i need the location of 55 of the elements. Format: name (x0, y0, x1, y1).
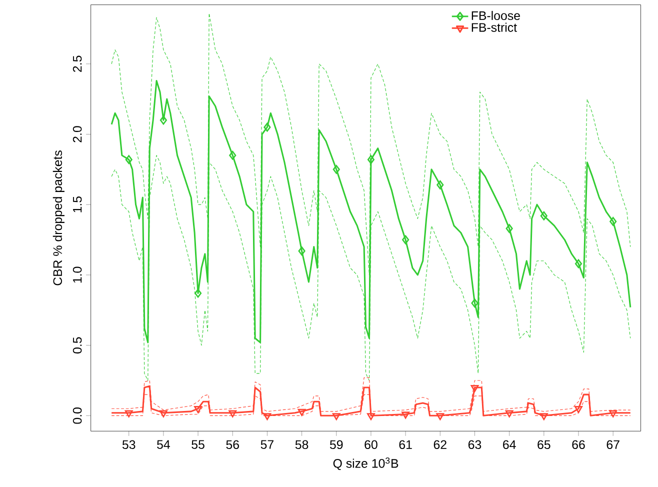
point (366, 413, 375, 420)
y-tick-label: 2.5 (72, 56, 82, 72)
point (540, 212, 548, 220)
x-tick-label: 54 (157, 440, 170, 450)
point (159, 410, 168, 418)
point (574, 406, 582, 414)
legend-label: FB-strict (472, 22, 517, 32)
x-tick-label: 65 (538, 440, 550, 450)
point (332, 413, 340, 420)
y-tick-label: 2.0 (72, 126, 82, 142)
x-tick-label: 53 (122, 440, 136, 450)
x-tick-label: 59 (330, 440, 343, 450)
point (160, 116, 167, 125)
point (471, 298, 478, 308)
x-tick-label: 55 (192, 440, 204, 450)
y-tick-label: 1.0 (72, 266, 82, 283)
point (436, 180, 444, 190)
point (229, 150, 236, 160)
y-tick-label: 0.5 (72, 337, 82, 354)
x-tick-label: 67 (606, 440, 620, 450)
x-tick-label: 61 (399, 440, 412, 450)
point (436, 413, 444, 420)
point (263, 413, 272, 420)
x-tick-label: 64 (503, 440, 516, 450)
x-tick-label: 60 (364, 440, 378, 450)
point (402, 235, 410, 244)
y-axis-title: CBR % dropped packets (52, 150, 64, 286)
point (540, 413, 548, 420)
point (298, 408, 306, 416)
x-tick-label: 62 (434, 440, 446, 450)
point (506, 224, 513, 234)
x-tick-label: 63 (468, 440, 482, 450)
point (332, 165, 340, 174)
x-axis-title: Q size 10$^{3}$B (333, 458, 398, 470)
legend-label: FB-loose (472, 11, 520, 20)
point (505, 410, 514, 418)
x-tick-label: 57 (260, 440, 274, 450)
x-tick-label: 56 (226, 440, 239, 450)
point (574, 259, 582, 268)
point (367, 155, 375, 164)
point (298, 246, 306, 256)
point (610, 217, 617, 226)
point (125, 155, 132, 164)
point (194, 406, 202, 414)
point (264, 122, 271, 132)
point (124, 410, 133, 418)
point (470, 385, 479, 392)
point (609, 410, 618, 418)
point (402, 412, 410, 419)
point (228, 410, 237, 418)
x-tick-label: 66 (572, 440, 585, 450)
point (194, 288, 202, 298)
y-tick-label: 0.0 (72, 408, 82, 424)
y-tick-label: 1.5 (73, 196, 82, 212)
x-tick-label: 58 (295, 440, 308, 450)
